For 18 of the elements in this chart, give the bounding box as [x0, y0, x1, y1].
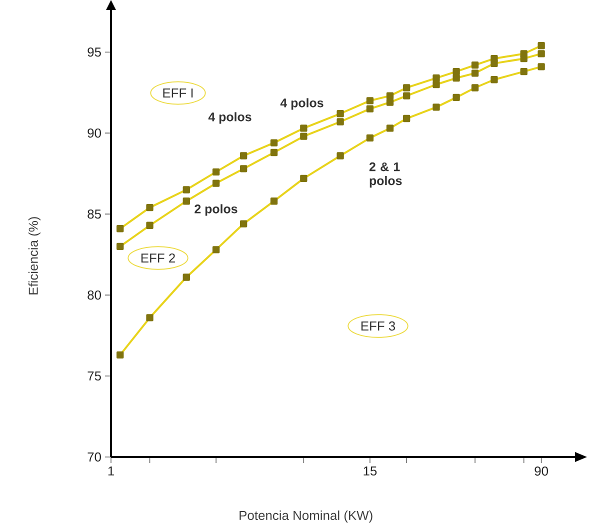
annotation: 4 polos [280, 98, 324, 110]
y-axis-title: Eficiencia (%) [28, 217, 40, 294]
annotation: EFF 3 [361, 321, 396, 331]
x-axis-title: Potencia Nominal (KW) [240, 510, 372, 523]
annotation: 4 polos [208, 112, 252, 124]
annotation: 2 & 1 polos [369, 162, 402, 188]
y-tick-label: 70 [88, 452, 101, 462]
x-tick-label: 90 [534, 466, 548, 476]
x-tick-label: 1 [108, 466, 114, 476]
y-tick-label: 85 [88, 209, 101, 219]
annotation: 2 polos [194, 204, 238, 216]
annotation: EFF 2 [141, 253, 175, 263]
y-tick-label: 75 [88, 372, 101, 381]
y-tick-label: 90 [88, 128, 101, 138]
annotation: EFF I [163, 88, 193, 98]
y-tick-label: 80 [88, 290, 101, 300]
x-tick-label: 15 [364, 466, 377, 476]
y-tick-label: 95 [88, 48, 101, 57]
